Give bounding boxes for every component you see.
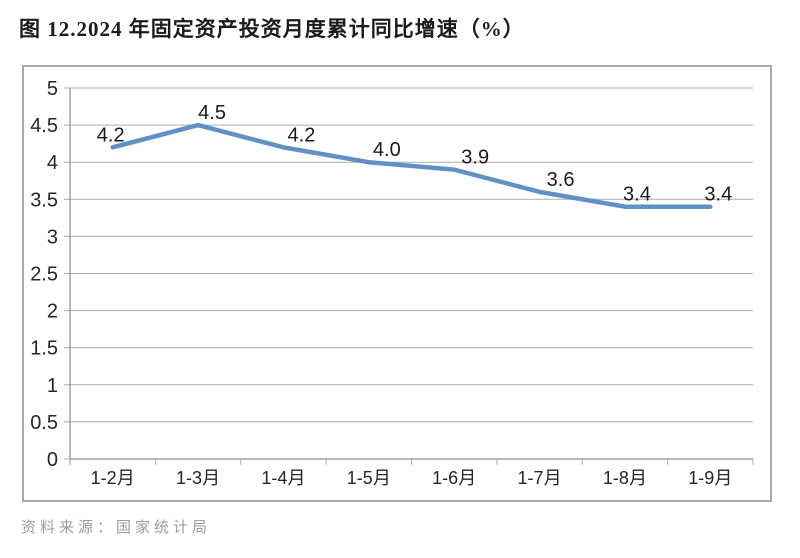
x-tick-label: 1-2月: [91, 468, 135, 488]
data-label: 3.9: [461, 147, 489, 169]
source-note: 资料来源：国家统计局: [21, 520, 212, 536]
y-tick-label: 0: [47, 449, 58, 471]
x-tick-label: 1-3月: [176, 468, 220, 488]
data-series-line: [110, 122, 713, 209]
line-chart-canvas: 5 4.5 4 3.5 3 2.5 2 1.5 1 0.5 0 1-2月 1-3月 1-4月 1-5月 1-6…: [30, 78, 754, 488]
y-tick-label: 4: [47, 152, 58, 174]
data-label: 4.2: [288, 124, 316, 146]
data-label: 3.6: [547, 169, 575, 191]
x-tick-label: 1-8月: [603, 468, 647, 488]
chart-title: 图 12.2024 年固定资产投资月度累计同比增速（%）: [19, 17, 525, 41]
chart-area: 5 4.5 4 3.5 3 2.5 2 1.5 1 0.5 0 1-2月 1-3月 1-4月 1-5月 1-6…: [22, 65, 772, 502]
x-tick-label: 1-9月: [688, 468, 732, 488]
x-tick-label: 1-4月: [261, 468, 305, 488]
y-tick-label: 0.5: [30, 412, 58, 434]
y-tick-label: 3.5: [30, 189, 58, 211]
data-label: 4.2: [97, 124, 125, 146]
y-tick-label: 2: [47, 301, 58, 323]
data-label: 3.4: [623, 184, 651, 206]
x-tick-label: 1-7月: [518, 468, 562, 488]
data-label: 4.0: [373, 139, 401, 161]
y-tick-label: 4.5: [30, 115, 58, 137]
x-tick-label: 1-6月: [432, 468, 476, 488]
data-label: 4.5: [198, 102, 226, 124]
y-tick-label: 1.5: [30, 338, 58, 360]
y-tick-label: 5: [47, 78, 58, 100]
data-label: 3.4: [704, 184, 732, 206]
x-tick-label: 1-5月: [347, 468, 391, 488]
y-tick-label: 3: [47, 226, 58, 248]
y-tick-label: 2.5: [30, 264, 58, 286]
y-tick-label: 1: [47, 375, 58, 397]
